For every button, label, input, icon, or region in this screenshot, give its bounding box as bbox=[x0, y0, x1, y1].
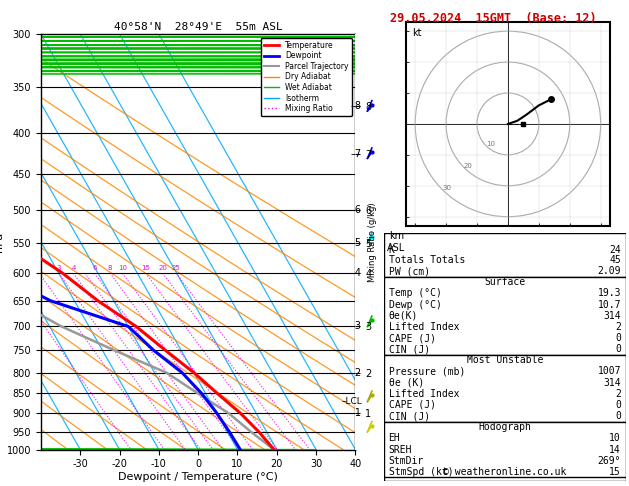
Text: 45: 45 bbox=[610, 255, 621, 265]
Text: –5: –5 bbox=[351, 238, 362, 248]
Text: Surface: Surface bbox=[484, 277, 525, 287]
Bar bbox=[384, 277, 626, 355]
Text: 3: 3 bbox=[57, 265, 61, 271]
Text: 15: 15 bbox=[142, 265, 150, 271]
Text: 1007: 1007 bbox=[598, 366, 621, 377]
Text: Totals Totals: Totals Totals bbox=[389, 255, 465, 265]
Text: 0: 0 bbox=[615, 411, 621, 421]
Text: 15: 15 bbox=[610, 467, 621, 477]
Text: StmSpd (kt): StmSpd (kt) bbox=[389, 467, 453, 477]
Text: Lifted Index: Lifted Index bbox=[389, 389, 459, 399]
Text: θe(K): θe(K) bbox=[389, 311, 418, 321]
Y-axis label: hPa: hPa bbox=[0, 232, 4, 252]
Bar bbox=[384, 233, 626, 277]
Text: 269°: 269° bbox=[598, 456, 621, 466]
Text: PW (cm): PW (cm) bbox=[389, 266, 430, 276]
Text: –LCL: –LCL bbox=[342, 397, 362, 406]
Text: –7: –7 bbox=[351, 149, 362, 159]
Text: 0: 0 bbox=[615, 333, 621, 343]
Text: 314: 314 bbox=[603, 311, 621, 321]
Text: kt: kt bbox=[412, 28, 421, 38]
Text: 24: 24 bbox=[610, 244, 621, 255]
X-axis label: Dewpoint / Temperature (°C): Dewpoint / Temperature (°C) bbox=[118, 472, 278, 482]
Text: 30: 30 bbox=[442, 185, 451, 191]
Text: K: K bbox=[389, 244, 394, 255]
Text: –8: –8 bbox=[351, 102, 362, 111]
Text: 6: 6 bbox=[92, 265, 97, 271]
Text: 10: 10 bbox=[486, 141, 495, 147]
Text: Mixing Ratio (g/kg): Mixing Ratio (g/kg) bbox=[368, 202, 377, 281]
Text: CAPE (J): CAPE (J) bbox=[389, 400, 435, 410]
Bar bbox=[384, 422, 626, 477]
Text: Lifted Index: Lifted Index bbox=[389, 322, 459, 332]
Text: Temp (°C): Temp (°C) bbox=[389, 288, 442, 298]
Bar bbox=[384, 355, 626, 422]
Text: 25: 25 bbox=[172, 265, 181, 271]
Text: 29.05.2024  15GMT  (Base: 12): 29.05.2024 15GMT (Base: 12) bbox=[390, 12, 596, 25]
Text: 0: 0 bbox=[615, 344, 621, 354]
Text: 14: 14 bbox=[610, 445, 621, 454]
Text: θe (K): θe (K) bbox=[389, 378, 424, 388]
Text: 2: 2 bbox=[615, 389, 621, 399]
Text: StmDir: StmDir bbox=[389, 456, 424, 466]
Text: 2.09: 2.09 bbox=[598, 266, 621, 276]
Text: EH: EH bbox=[389, 434, 400, 443]
Text: Most Unstable: Most Unstable bbox=[467, 355, 543, 365]
Text: 0: 0 bbox=[615, 400, 621, 410]
Text: 314: 314 bbox=[603, 378, 621, 388]
Text: –4: –4 bbox=[351, 268, 362, 278]
Text: –1: –1 bbox=[351, 408, 362, 418]
Text: 10: 10 bbox=[118, 265, 127, 271]
Text: 2: 2 bbox=[615, 322, 621, 332]
Y-axis label: km
ASL: km ASL bbox=[387, 231, 406, 253]
Text: 20: 20 bbox=[159, 265, 167, 271]
Text: 19.3: 19.3 bbox=[598, 288, 621, 298]
Text: 10.7: 10.7 bbox=[598, 299, 621, 310]
Text: Dewp (°C): Dewp (°C) bbox=[389, 299, 442, 310]
Text: 8: 8 bbox=[108, 265, 113, 271]
Text: 20: 20 bbox=[464, 163, 473, 169]
Text: CIN (J): CIN (J) bbox=[389, 411, 430, 421]
Text: CAPE (J): CAPE (J) bbox=[389, 333, 435, 343]
Text: SREH: SREH bbox=[389, 445, 412, 454]
Title: 40°58'N  28°49'E  55m ASL: 40°58'N 28°49'E 55m ASL bbox=[114, 22, 282, 32]
Text: –3: –3 bbox=[351, 321, 362, 331]
Text: © weatheronline.co.uk: © weatheronline.co.uk bbox=[443, 467, 567, 477]
Legend: Temperature, Dewpoint, Parcel Trajectory, Dry Adiabat, Wet Adiabat, Isotherm, Mi: Temperature, Dewpoint, Parcel Trajectory… bbox=[260, 38, 352, 116]
Text: 10: 10 bbox=[610, 434, 621, 443]
Text: Pressure (mb): Pressure (mb) bbox=[389, 366, 465, 377]
Text: –6: –6 bbox=[351, 205, 362, 215]
Text: –2: –2 bbox=[351, 367, 362, 378]
Text: 4: 4 bbox=[71, 265, 75, 271]
Text: CIN (J): CIN (J) bbox=[389, 344, 430, 354]
Text: Hodograph: Hodograph bbox=[478, 422, 532, 432]
